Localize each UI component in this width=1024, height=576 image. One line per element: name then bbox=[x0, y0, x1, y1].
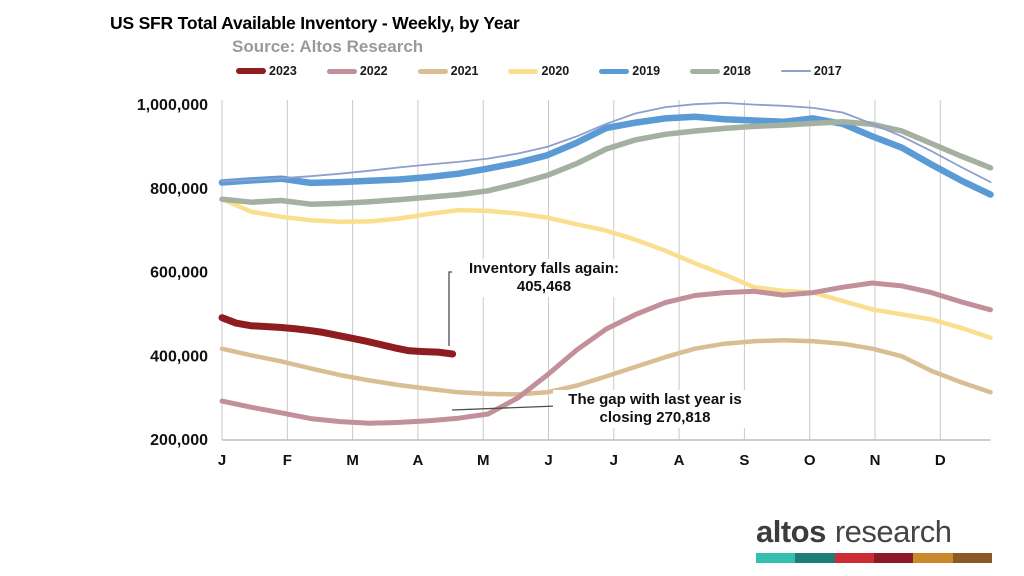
legend-label-2019: 2019 bbox=[632, 64, 661, 78]
x-axis-month-label: A bbox=[674, 452, 685, 469]
annotation-inventory-falls: Inventory falls again: 405,468 bbox=[452, 259, 636, 297]
x-axis-month-label: J bbox=[544, 452, 552, 469]
annotation-value: closing 270,818 bbox=[599, 409, 711, 426]
x-axis-month-label: N bbox=[870, 452, 881, 469]
legend-label-2021: 2021 bbox=[450, 64, 479, 78]
x-axis-month-label: S bbox=[739, 452, 749, 469]
series-line-2023 bbox=[218, 314, 457, 358]
annotation-line: The gap with last year is bbox=[568, 391, 742, 408]
legend-item-2021: 2021 bbox=[417, 64, 479, 78]
legend-swatch-2021 bbox=[417, 68, 448, 74]
legend-swatch-2023 bbox=[236, 68, 266, 74]
legend-label-2017: 2017 bbox=[813, 64, 842, 78]
series-line-2019 bbox=[218, 113, 994, 198]
x-axis-month-label: A bbox=[412, 452, 423, 469]
logo-color-bar bbox=[756, 553, 992, 563]
series-line-2017 bbox=[221, 102, 992, 184]
altos-research-logo: altos research bbox=[756, 514, 996, 563]
chart-source-subtitle: Source: Altos Research bbox=[232, 37, 424, 56]
annotation-value: 405,468 bbox=[516, 278, 572, 295]
legend-item-2017: 2017 bbox=[780, 64, 842, 78]
logo-bar-segment bbox=[952, 553, 992, 563]
x-axis-month-label: M bbox=[477, 452, 490, 469]
logo-bar-segment bbox=[913, 553, 953, 563]
leader-line-gap-closing bbox=[451, 405, 558, 411]
legend-swatch-2019 bbox=[599, 68, 630, 74]
annotation-gap-closing: The gap with last year is closing 270,81… bbox=[553, 390, 757, 428]
legend-label-2023: 2023 bbox=[269, 64, 297, 78]
series-line-2020 bbox=[219, 196, 993, 341]
x-axis-month-label: O bbox=[804, 452, 816, 469]
logo-word-research: research bbox=[834, 514, 952, 549]
y-axis-tick-label: 1,000,000 bbox=[137, 97, 208, 114]
logo-bar-segment bbox=[756, 553, 796, 563]
logo-bar-segment bbox=[795, 553, 835, 563]
legend-swatch-2020 bbox=[508, 68, 539, 74]
y-axis-tick-label: 600,000 bbox=[150, 265, 208, 282]
legend-item-2022: 2022 bbox=[326, 64, 388, 78]
series-line-2022 bbox=[219, 280, 993, 426]
logo-word-altos: altos bbox=[756, 514, 826, 549]
y-axis-tick-label: 800,000 bbox=[150, 181, 208, 198]
x-axis-month-label: J bbox=[218, 452, 226, 469]
series-line-2018 bbox=[219, 119, 994, 207]
legend-swatch-2017 bbox=[780, 70, 811, 72]
x-axis-month-label: M bbox=[346, 452, 359, 469]
logo-bar-segment bbox=[873, 553, 914, 563]
legend-item-2020: 2020 bbox=[508, 64, 569, 78]
series-line-2021 bbox=[219, 338, 993, 397]
x-axis-month-label: F bbox=[283, 452, 292, 469]
chart-legend: 2023 2022 2021 2020 2019 2018 2017 bbox=[236, 64, 872, 78]
x-axis-month-label: D bbox=[935, 452, 946, 469]
legend-item-2019: 2019 bbox=[599, 64, 660, 78]
annotation-line: Inventory falls again: bbox=[468, 260, 620, 277]
legend-swatch-2018 bbox=[690, 68, 721, 74]
chart-title: US SFR Total Available Inventory - Weekl… bbox=[110, 13, 520, 33]
legend-label-2022: 2022 bbox=[359, 64, 388, 78]
logo-bar-segment bbox=[834, 553, 874, 563]
legend-label-2020: 2020 bbox=[541, 64, 570, 78]
legend-item-2018: 2018 bbox=[690, 64, 751, 78]
legend-swatch-2022 bbox=[326, 68, 357, 74]
x-axis-month-label: J bbox=[610, 452, 618, 469]
y-axis-tick-label: 200,000 bbox=[150, 432, 208, 449]
y-axis-tick-label: 400,000 bbox=[150, 348, 208, 365]
logo-wordmark: altos research bbox=[756, 514, 996, 550]
legend-label-2018: 2018 bbox=[723, 64, 751, 78]
legend-item-2023: 2023 bbox=[236, 64, 297, 78]
